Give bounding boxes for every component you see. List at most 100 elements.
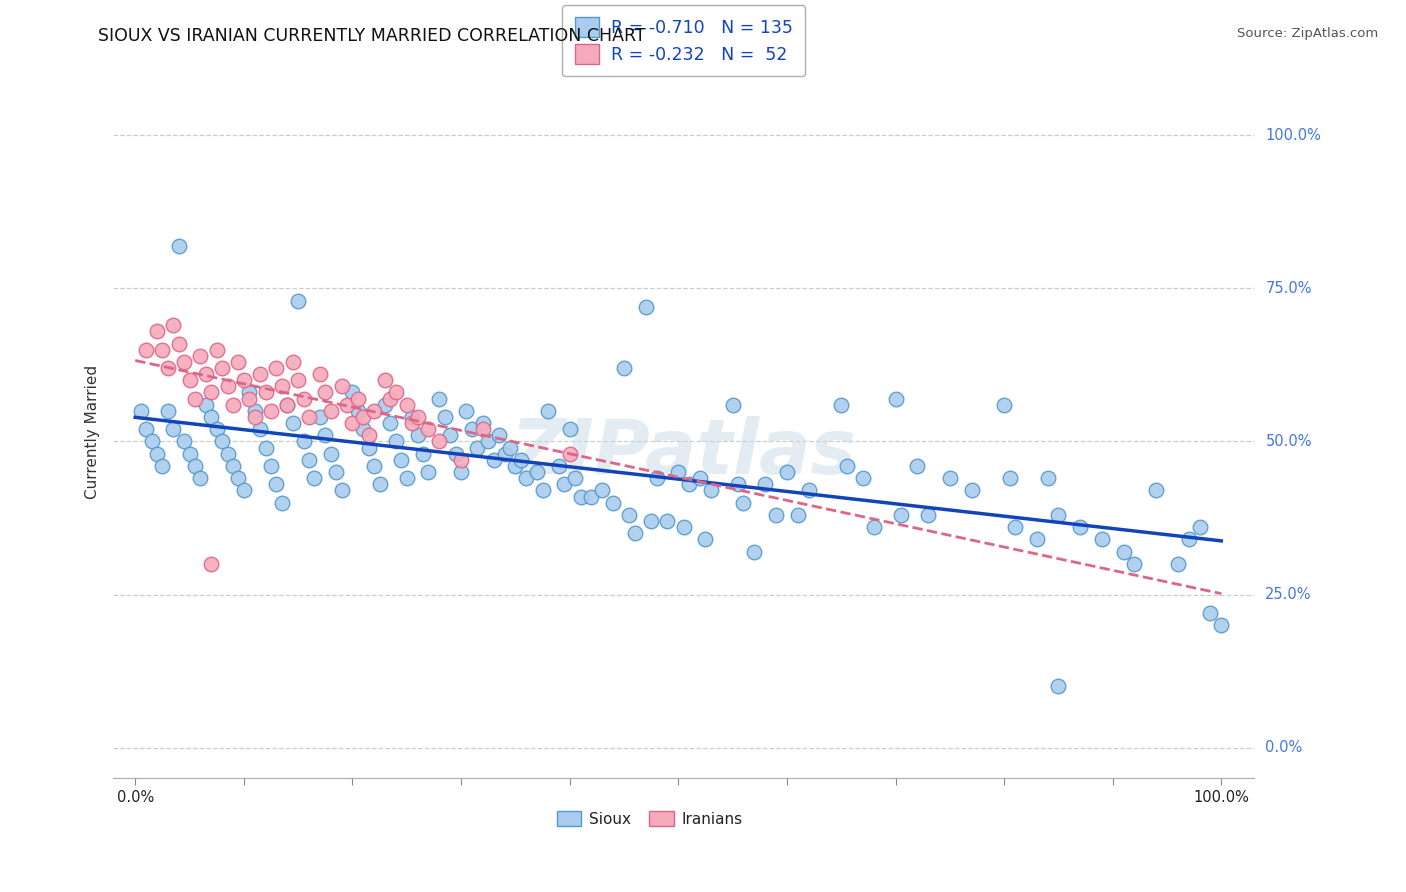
Point [363, 458, 385, 473]
Point [167, 238, 190, 252]
Point [456, 404, 478, 418]
Point [357, 441, 380, 455]
Point [494, 447, 516, 461]
Point [439, 428, 461, 442]
Point [569, 490, 592, 504]
Point [1188, 520, 1211, 534]
Point [314, 428, 336, 442]
Point [477, 434, 499, 449]
Point [292, 434, 315, 449]
Point [190, 349, 212, 363]
Point [471, 422, 494, 436]
Point [939, 471, 962, 485]
Point [298, 453, 321, 467]
Point [700, 483, 723, 498]
Point [666, 465, 689, 479]
Point [1036, 471, 1059, 485]
Point [742, 544, 765, 558]
Point [352, 409, 374, 424]
Point [347, 392, 370, 406]
Point [401, 416, 423, 430]
Point [380, 392, 402, 406]
Point [564, 471, 586, 485]
Text: Source: ZipAtlas.com: Source: ZipAtlas.com [1237, 27, 1378, 40]
Point [499, 441, 522, 455]
Point [200, 409, 222, 424]
Point [444, 447, 467, 461]
Point [194, 398, 217, 412]
Point [319, 447, 342, 461]
Point [689, 471, 711, 485]
Point [129, 404, 152, 418]
Point [363, 404, 385, 418]
Text: 0.0%: 0.0% [1265, 740, 1302, 756]
Point [852, 471, 875, 485]
Point [553, 477, 575, 491]
Point [1004, 520, 1026, 534]
Point [249, 367, 271, 381]
Point [184, 458, 207, 473]
Point [347, 404, 370, 418]
Point [830, 398, 852, 412]
Point [537, 404, 560, 418]
Point [211, 434, 233, 449]
Point [862, 520, 884, 534]
Point [194, 367, 217, 381]
Point [797, 483, 820, 498]
Point [308, 367, 330, 381]
Point [1123, 557, 1146, 571]
Point [401, 409, 423, 424]
Point [695, 533, 717, 547]
Point [657, 514, 679, 528]
Point [482, 453, 505, 467]
Point [254, 441, 277, 455]
Point [319, 404, 342, 418]
Point [238, 392, 260, 406]
Point [418, 422, 440, 436]
Point [308, 409, 330, 424]
Legend: Sioux, Iranians: Sioux, Iranians [551, 805, 748, 833]
Point [733, 496, 755, 510]
Point [531, 483, 554, 498]
Point [228, 471, 250, 485]
Point [1199, 606, 1222, 620]
Point [765, 508, 787, 522]
Point [1091, 533, 1114, 547]
Point [385, 434, 408, 449]
Point [433, 409, 456, 424]
Point [613, 361, 636, 376]
Point [993, 398, 1015, 412]
Point [450, 465, 472, 479]
Point [368, 477, 391, 491]
Text: 25.0%: 25.0% [1265, 587, 1312, 602]
Text: 100.0%: 100.0% [1265, 128, 1322, 143]
Point [917, 508, 939, 522]
Point [276, 398, 298, 412]
Text: 50.0%: 50.0% [1265, 434, 1312, 449]
Point [890, 508, 912, 522]
Point [374, 373, 396, 387]
Point [266, 361, 288, 376]
Y-axis label: Currently Married: Currently Married [86, 365, 100, 500]
Point [427, 434, 450, 449]
Point [558, 447, 581, 461]
Point [905, 458, 928, 473]
Point [526, 465, 548, 479]
Text: SIOUX VS IRANIAN CURRENTLY MARRIED CORRELATION CHART: SIOUX VS IRANIAN CURRENTLY MARRIED CORRE… [98, 27, 645, 45]
Point [162, 318, 184, 333]
Point [1167, 557, 1189, 571]
Point [884, 392, 907, 406]
Point [488, 428, 510, 442]
Point [243, 404, 266, 418]
Point [156, 404, 179, 418]
Point [205, 422, 228, 436]
Point [357, 428, 380, 442]
Point [998, 471, 1021, 485]
Point [672, 520, 695, 534]
Point [190, 471, 212, 485]
Text: 75.0%: 75.0% [1265, 281, 1312, 296]
Point [254, 385, 277, 400]
Point [960, 483, 983, 498]
Point [515, 471, 537, 485]
Point [179, 447, 201, 461]
